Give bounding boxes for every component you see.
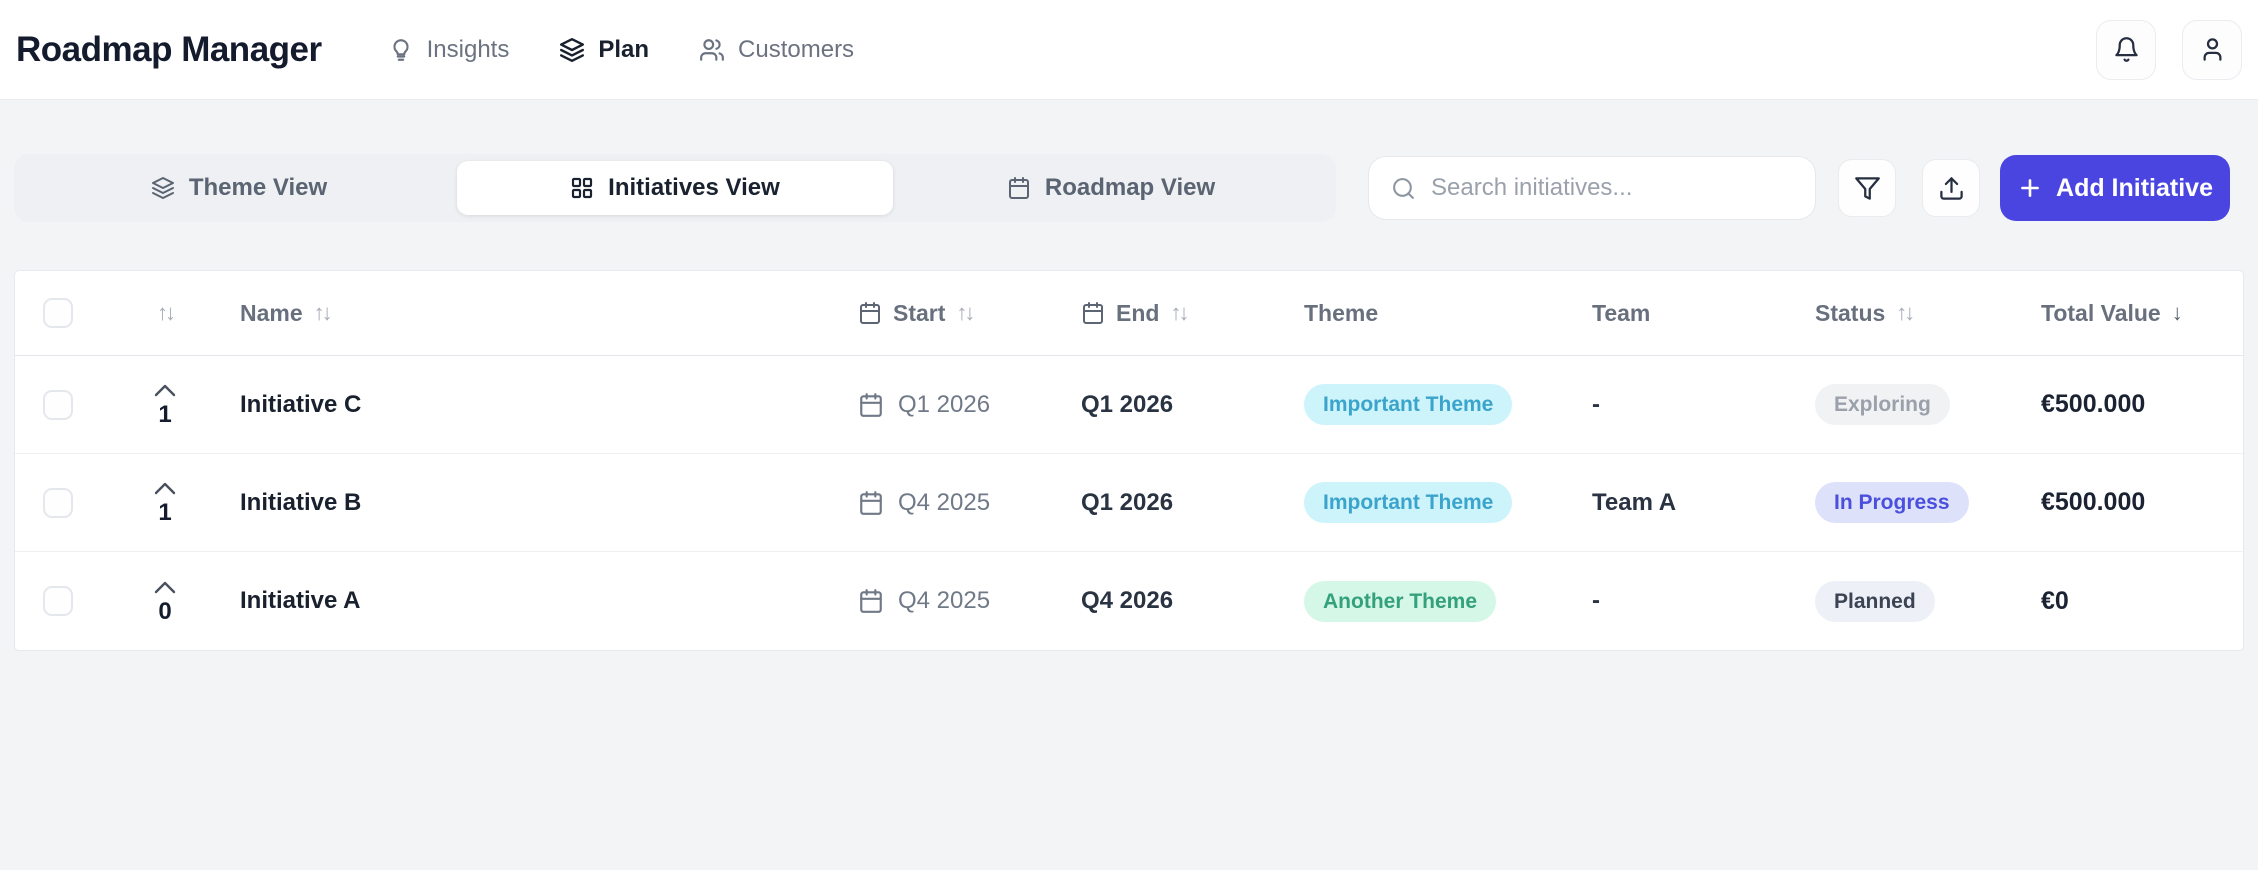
view-tabs: Theme View Initiatives View Roadmap View	[14, 154, 1336, 222]
bell-icon	[2113, 36, 2140, 63]
sort-icon: ↑↓	[956, 300, 975, 325]
status-badge: Planned	[1815, 580, 1935, 622]
tab-initiatives-view[interactable]: Initiatives View	[457, 161, 893, 215]
filter-button[interactable]	[1838, 159, 1896, 217]
total-value: €500.000	[2041, 390, 2146, 418]
grid-icon	[570, 176, 594, 200]
column-name[interactable]: Name ↑↓	[240, 299, 333, 326]
theme-badge: Important Theme	[1304, 384, 1513, 425]
row-checkbox[interactable]	[43, 586, 73, 616]
tab-roadmap-view[interactable]: Roadmap View	[893, 161, 1329, 215]
search-icon	[1391, 176, 1416, 201]
chevron-up-icon	[153, 382, 177, 398]
table-row[interactable]: 1 Initiative C Q1 2026 Q1 2026 Important…	[15, 356, 2243, 454]
tab-label: Initiatives View	[608, 174, 780, 201]
layers-icon	[559, 37, 585, 63]
tab-theme-view[interactable]: Theme View	[21, 161, 457, 215]
team-name: -	[1592, 587, 1600, 614]
user-icon	[2199, 36, 2226, 63]
chevron-up-icon	[153, 480, 177, 496]
main-nav: Insights Plan Customers	[388, 36, 854, 64]
initiative-name: Initiative B	[240, 488, 362, 516]
nav-label: Insights	[426, 35, 510, 63]
sort-icon: ↑↓	[1170, 300, 1189, 325]
team-name: -	[1592, 390, 1600, 418]
theme-badge: Important Theme	[1304, 482, 1513, 523]
add-initiative-label: Add Initiative	[2056, 173, 2213, 202]
column-total-value[interactable]: Total Value ↓	[2041, 299, 2183, 326]
column-status[interactable]: Status ↑↓	[1815, 299, 1915, 326]
start-quarter: Q4 2025	[898, 587, 991, 614]
initiative-name: Initiative C	[240, 390, 362, 418]
table-header-row: ↑↓ Name ↑↓ Start ↑↓ End	[15, 271, 2243, 356]
column-theme: Theme	[1304, 299, 1379, 326]
upvote-button[interactable]	[153, 478, 177, 498]
search-input[interactable]	[1431, 174, 1793, 202]
search-box	[1368, 156, 1816, 220]
notifications-button[interactable]	[2096, 19, 2156, 80]
users-icon	[699, 37, 725, 63]
export-button[interactable]	[1922, 159, 1980, 217]
row-checkbox[interactable]	[43, 487, 73, 518]
chevron-up-icon	[153, 579, 177, 595]
lightbulb-icon	[388, 37, 414, 63]
column-votes-sort[interactable]: ↑↓	[157, 300, 176, 326]
tab-label: Theme View	[188, 174, 328, 201]
table-row[interactable]: 1 Initiative B Q4 2025 Q1 2026 Important…	[15, 454, 2243, 552]
sort-icon: ↑↓	[1896, 300, 1915, 325]
vote-count: 1	[158, 401, 172, 428]
nav-label: Customers	[738, 35, 855, 63]
calendar-icon	[1007, 176, 1031, 200]
column-start[interactable]: Start ↑↓	[858, 300, 975, 327]
status-badge: Exploring	[1815, 384, 1950, 425]
header-actions	[2096, 19, 2242, 80]
upvote-button[interactable]	[153, 577, 177, 597]
status-badge: In Progress	[1815, 482, 1969, 523]
nav-item-insights[interactable]: Insights	[388, 35, 510, 64]
layers-icon	[151, 176, 175, 200]
calendar-icon	[858, 301, 882, 325]
upvote-button[interactable]	[153, 380, 177, 400]
sort-desc-icon: ↓	[2171, 300, 2183, 325]
select-all-checkbox[interactable]	[43, 298, 73, 328]
team-name: Team A	[1592, 488, 1677, 516]
nav-item-customers[interactable]: Customers	[699, 36, 854, 64]
vote-count: 0	[158, 597, 172, 625]
add-initiative-button[interactable]: Add Initiative	[2000, 155, 2230, 221]
calendar-icon	[858, 392, 884, 418]
calendar-icon	[1081, 301, 1105, 325]
app-title: Roadmap Manager	[16, 29, 322, 69]
end-quarter: Q4 2026	[1081, 587, 1174, 614]
plus-icon	[2017, 175, 2043, 201]
start-quarter: Q1 2026	[898, 390, 991, 418]
total-value: €500.000	[2041, 488, 2146, 516]
column-end[interactable]: End ↑↓	[1081, 300, 1189, 327]
tab-label: Roadmap View	[1044, 174, 1216, 201]
profile-button[interactable]	[2182, 19, 2242, 80]
upload-icon	[1938, 175, 1965, 202]
initiatives-table: ↑↓ Name ↑↓ Start ↑↓ End	[14, 270, 2244, 651]
sort-icon: ↑↓	[313, 300, 333, 325]
initiative-name: Initiative A	[240, 587, 361, 614]
filter-icon	[1854, 175, 1881, 202]
vote-count: 1	[158, 499, 172, 526]
column-team: Team	[1592, 299, 1651, 326]
nav-label: Plan	[598, 35, 650, 63]
app-header: Roadmap Manager Insights Plan Customers	[0, 0, 2258, 100]
calendar-icon	[858, 588, 884, 614]
theme-badge: Another Theme	[1304, 580, 1497, 622]
table-row[interactable]: 0 Initiative A Q4 2025 Q4 2026 Another T…	[15, 552, 2243, 650]
table-body: 1 Initiative C Q1 2026 Q1 2026 Important…	[15, 356, 2243, 650]
sort-icon: ↑↓	[157, 300, 176, 325]
start-quarter: Q4 2025	[898, 488, 991, 516]
total-value: €0	[2041, 586, 2069, 615]
toolbar: Theme View Initiatives View Roadmap View	[0, 154, 2258, 222]
calendar-icon	[858, 490, 884, 516]
end-quarter: Q1 2026	[1081, 488, 1174, 516]
nav-item-plan[interactable]: Plan	[559, 36, 649, 64]
end-quarter: Q1 2026	[1081, 390, 1174, 418]
row-checkbox[interactable]	[43, 389, 73, 420]
